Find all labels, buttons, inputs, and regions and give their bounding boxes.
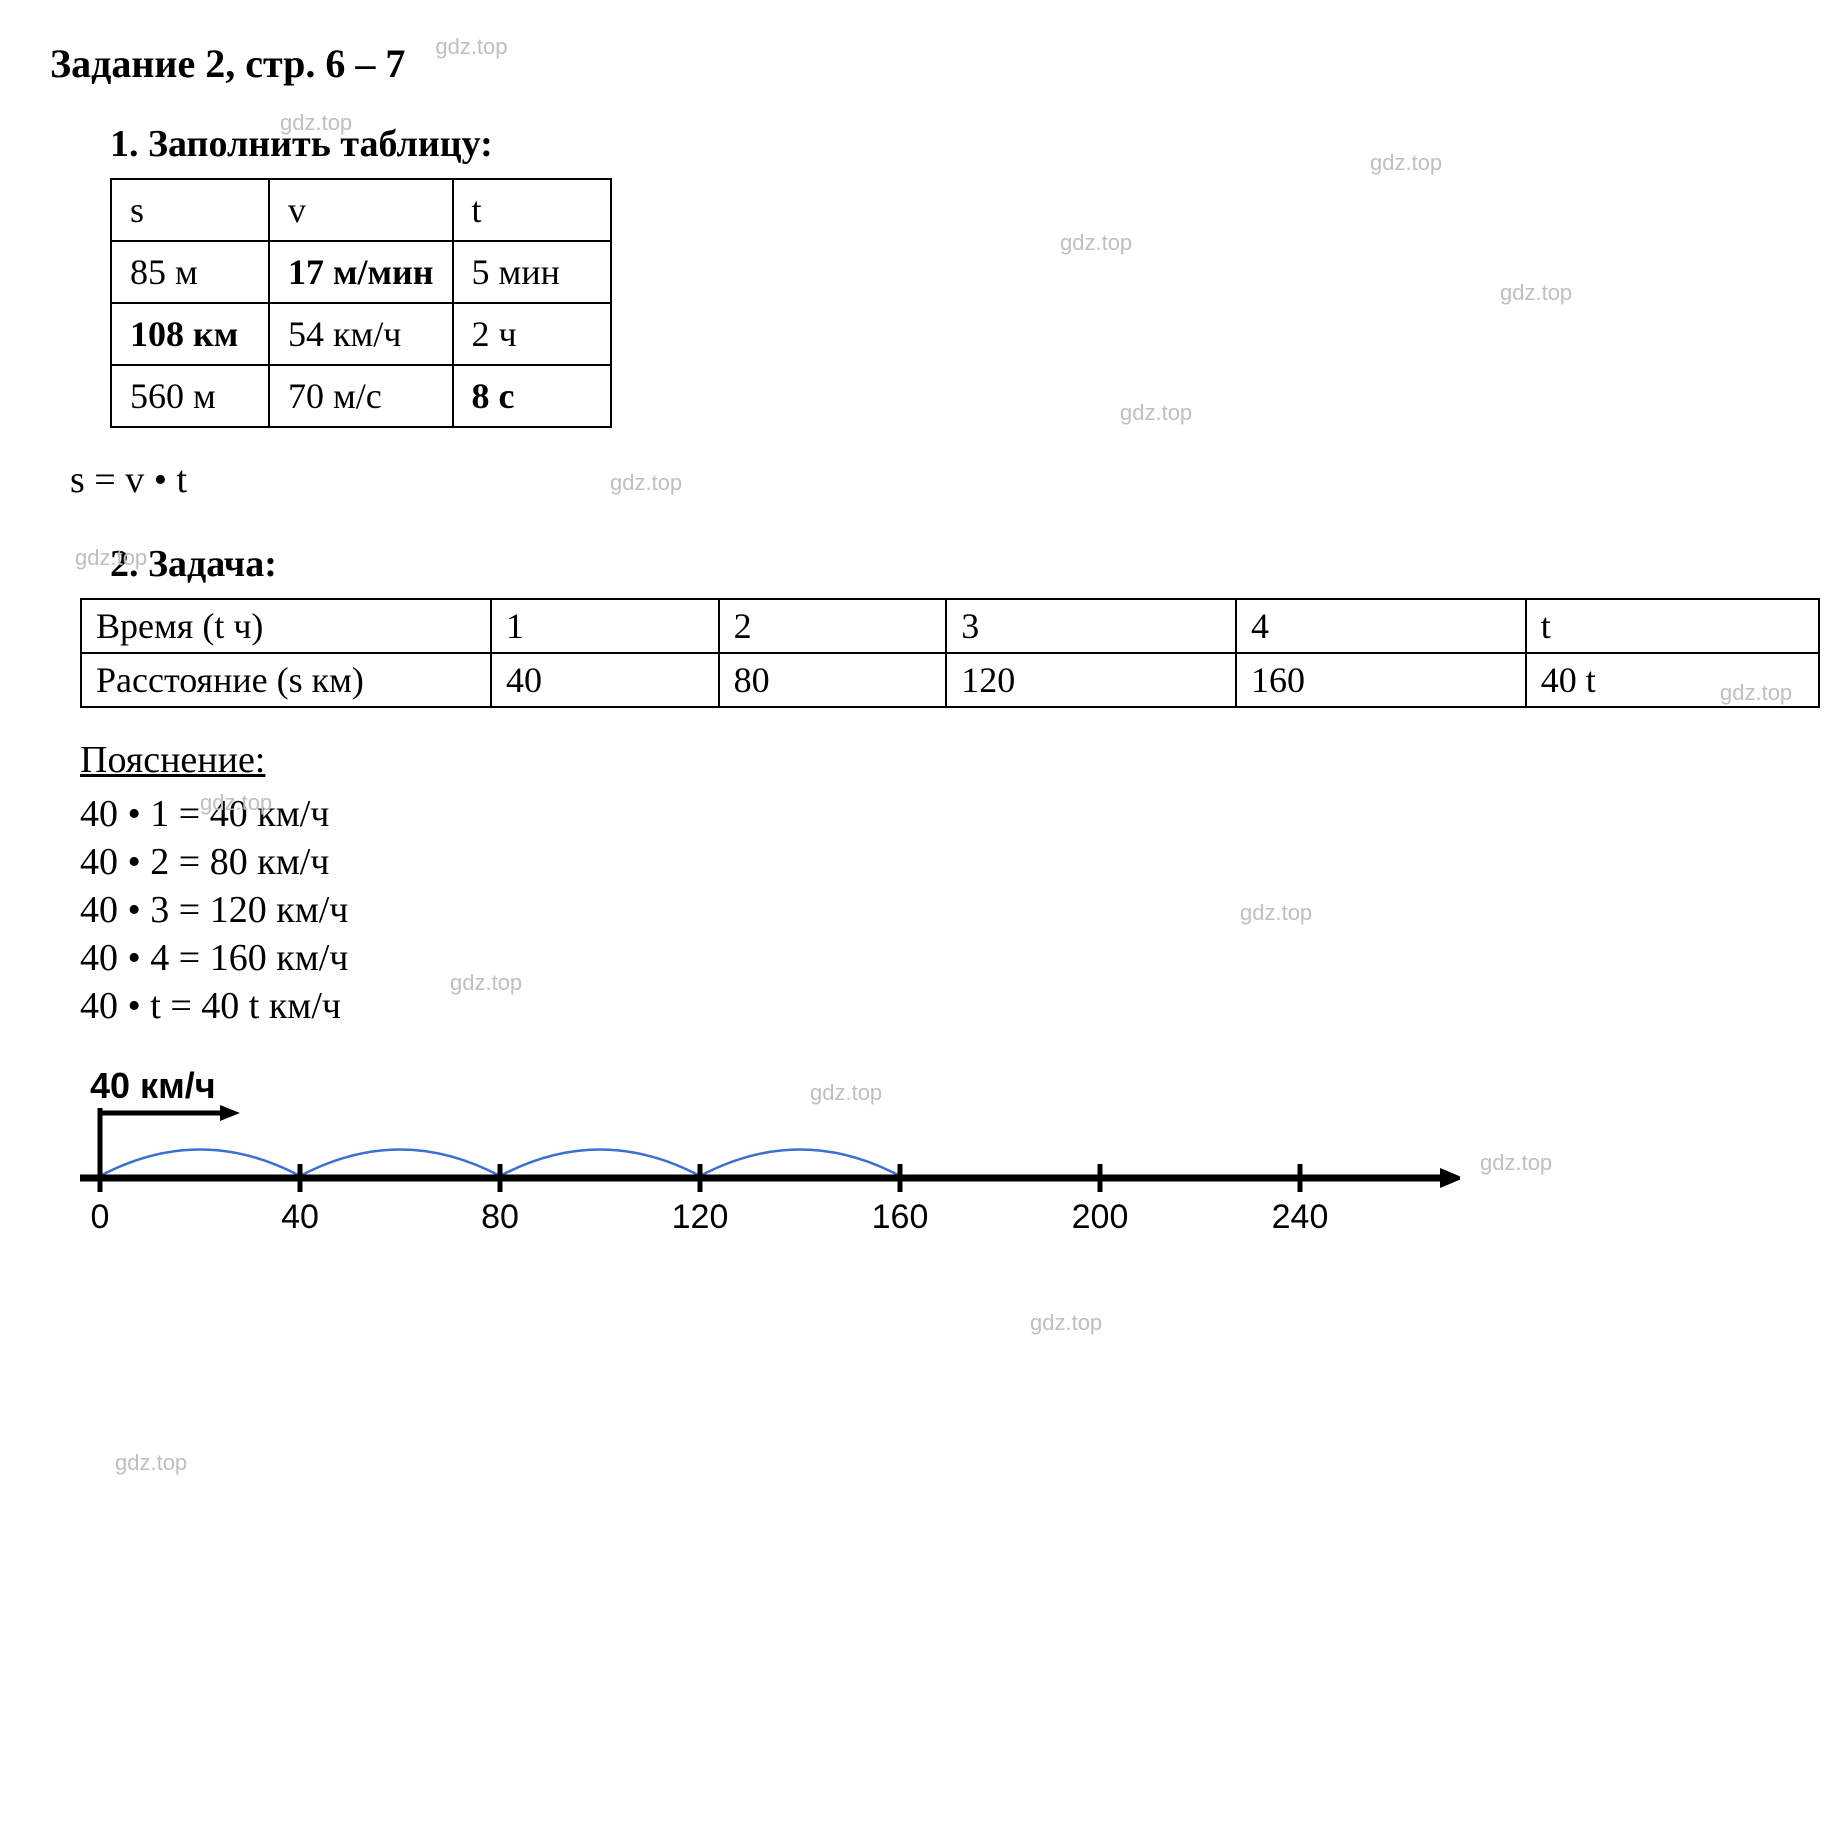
svt-c20: 560 м (111, 365, 269, 427)
watermark: gdz.top (1500, 280, 1572, 306)
section1-label: Заполнить таблицу: (148, 123, 493, 165)
svg-text:240: 240 (1272, 1198, 1329, 1236)
wt-r1l: Расстояние (s км) (81, 653, 491, 707)
explain-line: 40 • 3 = 120 км/ч (80, 888, 1791, 932)
watermark: gdz.top (1060, 230, 1132, 256)
number-line-svg: 40 км/ч 0 40 80 120 160 200 240 (60, 1058, 1460, 1258)
section2-label: Задача: (148, 543, 277, 585)
svg-text:0: 0 (91, 1198, 110, 1236)
section2-num: 2. (110, 543, 139, 585)
wt-r0l: Время (t ч) (81, 599, 491, 653)
watermark: gdz.top (1030, 1310, 1102, 1336)
explain-line: 40 • 1 = 40 км/ч (80, 792, 1791, 836)
svt-h2: t (453, 179, 611, 241)
section1-num: 1. (110, 123, 139, 165)
wt-r1c0: 40 (491, 653, 719, 707)
explain-head: Пояснение: (80, 738, 1791, 782)
wt-r1c4: 40 t (1526, 653, 1819, 707)
wt-r0c0: 1 (491, 599, 719, 653)
svt-c01: 17 м/мин (269, 241, 453, 303)
table-row: Расстояние (s км) 40 80 120 160 40 t (81, 653, 1819, 707)
explain-line: 40 • t = 40 t км/ч (80, 984, 1791, 1028)
wt-r0c2: 3 (946, 599, 1236, 653)
svt-c22: 8 с (453, 365, 611, 427)
svt-c21: 70 м/с (269, 365, 453, 427)
table-row: 85 м 17 м/мин 5 мин (111, 241, 611, 303)
table-row: 560 м 70 м/с 8 с (111, 365, 611, 427)
page-title: Задание 2, стр. 6 – 7 (50, 40, 405, 87)
svt-c12: 2 ч (453, 303, 611, 365)
explain-line: 40 • 4 = 160 км/ч (80, 936, 1791, 980)
table-row: 108 км 54 км/ч 2 ч (111, 303, 611, 365)
explain-line: 40 • 2 = 80 км/ч (80, 840, 1791, 884)
wt-r1c1: 80 (719, 653, 947, 707)
watermark: gdz.top (435, 34, 507, 60)
svg-text:160: 160 (872, 1198, 929, 1236)
section1-head: 1. Заполнить таблицу: (110, 122, 1791, 166)
svt-h0: s (111, 179, 269, 241)
wt-r1c2: 120 (946, 653, 1236, 707)
number-line-diagram: 40 км/ч 0 40 80 120 160 200 240 (60, 1058, 1791, 1263)
wide-table: Время (t ч) 1 2 3 4 t Расстояние (s км) … (80, 598, 1820, 708)
svg-text:120: 120 (672, 1198, 729, 1236)
watermark: gdz.top (1120, 400, 1192, 426)
svt-c00: 85 м (111, 241, 269, 303)
wt-r0c4: t (1526, 599, 1819, 653)
svg-text:40 км/ч: 40 км/ч (90, 1065, 216, 1106)
table-row: Время (t ч) 1 2 3 4 t (81, 599, 1819, 653)
svt-c10: 108 км (111, 303, 269, 365)
table-row: s v t (111, 179, 611, 241)
watermark: gdz.top (115, 1450, 187, 1476)
svg-text:40: 40 (281, 1198, 319, 1236)
svt-h1: v (269, 179, 453, 241)
formula: s = v • t (70, 458, 1791, 502)
svt-c11: 54 км/ч (269, 303, 453, 365)
wt-r0c3: 4 (1236, 599, 1526, 653)
svt-c02: 5 мин (453, 241, 611, 303)
wt-r0c1: 2 (719, 599, 947, 653)
svg-text:80: 80 (481, 1198, 519, 1236)
svg-text:200: 200 (1072, 1198, 1129, 1236)
wt-r1c3: 160 (1236, 653, 1526, 707)
svt-table: s v t 85 м 17 м/мин 5 мин 108 км 54 км/ч… (110, 178, 612, 428)
section2-head: 2. Задача: (110, 542, 1791, 586)
